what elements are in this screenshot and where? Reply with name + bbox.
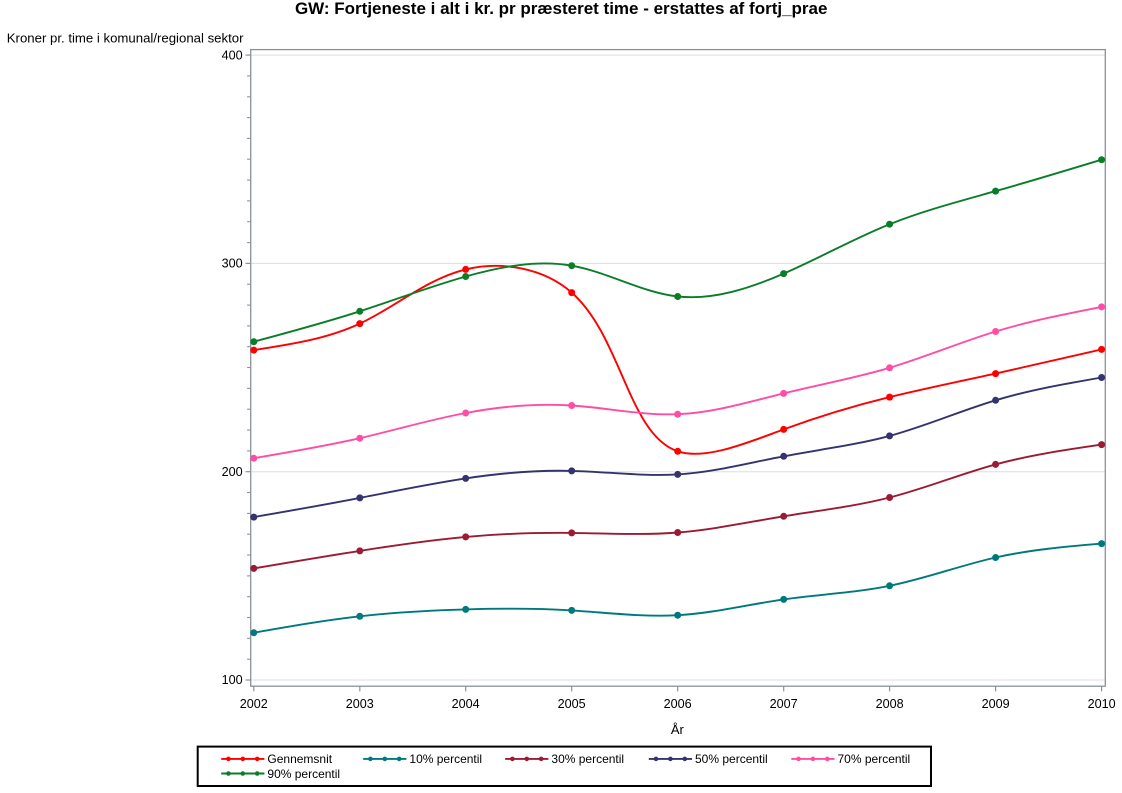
svg-text:2002: 2002 (240, 697, 268, 711)
svg-text:2010: 2010 (1088, 697, 1116, 711)
svg-text:2008: 2008 (876, 697, 904, 711)
svg-text:Gennemsnit: Gennemsnit (267, 752, 332, 766)
svg-text:2004: 2004 (452, 697, 480, 711)
svg-text:2005: 2005 (558, 697, 586, 711)
svg-text:Kroner pr. time i komunal/regi: Kroner pr. time i komunal/regional sekto… (7, 31, 244, 46)
svg-text:2006: 2006 (664, 697, 692, 711)
svg-text:10% percentil: 10% percentil (409, 752, 482, 766)
svg-text:2009: 2009 (982, 697, 1010, 711)
svg-text:2007: 2007 (770, 697, 798, 711)
svg-text:GW: Fortjeneste i alt i kr. pr: GW: Fortjeneste i alt i kr. pr præsteret… (295, 0, 828, 18)
svg-text:90% percentil: 90% percentil (267, 767, 340, 781)
svg-text:400: 400 (222, 48, 243, 62)
svg-text:År: År (671, 722, 685, 737)
svg-text:70% percentil: 70% percentil (838, 752, 911, 766)
svg-text:100: 100 (222, 673, 243, 687)
svg-text:200: 200 (222, 465, 243, 479)
svg-text:50% percentil: 50% percentil (695, 752, 768, 766)
svg-text:30% percentil: 30% percentil (551, 752, 624, 766)
svg-text:2003: 2003 (346, 697, 374, 711)
svg-text:300: 300 (222, 257, 243, 271)
